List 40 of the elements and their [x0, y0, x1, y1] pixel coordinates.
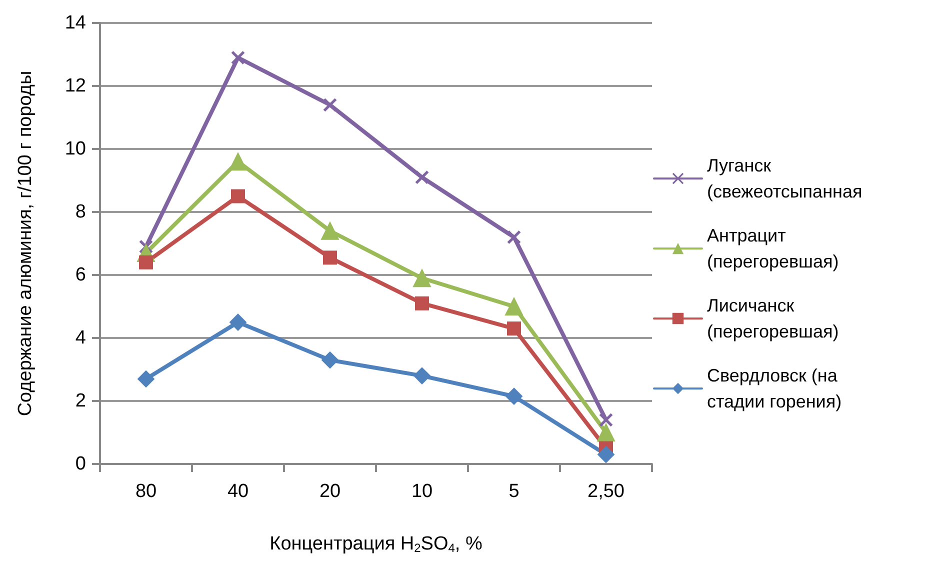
- x-tick-label: 10: [411, 481, 433, 502]
- legend-label: Антрацит (перегоревшая): [707, 226, 839, 272]
- y-tick-label: 4: [75, 328, 86, 348]
- point: [323, 250, 337, 265]
- point: [139, 255, 153, 270]
- point: [229, 152, 247, 171]
- point: [508, 230, 520, 244]
- point: [597, 424, 615, 442]
- y-tick-label: 2: [75, 390, 86, 412]
- point: [505, 298, 523, 316]
- point: [232, 51, 244, 64]
- point: [230, 314, 246, 331]
- point: [416, 170, 428, 184]
- x-tick-label: 5: [508, 481, 520, 502]
- point: [324, 98, 336, 112]
- legend-label: Луганск (свежеотсыпанная: [707, 156, 862, 202]
- point: [415, 296, 429, 310]
- y-tick-label: 6: [75, 264, 86, 286]
- legend-label: Свердловск (на стадии горения): [707, 366, 842, 412]
- point: [231, 189, 245, 204]
- y-tick-label: 10: [64, 138, 86, 160]
- point: [321, 222, 339, 240]
- point: [506, 388, 522, 405]
- point: [598, 446, 614, 464]
- point: [322, 352, 338, 369]
- point: [413, 269, 431, 288]
- y-tick-label: 0: [75, 454, 86, 474]
- y-axis-title: Содержание алюминия, г/100 г породы: [15, 70, 36, 416]
- x-tick-label: 80: [135, 481, 157, 502]
- point: [600, 413, 612, 426]
- point: [138, 370, 154, 388]
- y-tick-label: 8: [75, 202, 86, 222]
- y-tick-label: 14: [64, 12, 86, 34]
- legend-label: Лисичанск (перегоревшая): [707, 296, 839, 342]
- point: [507, 322, 521, 336]
- point: [414, 367, 430, 384]
- x-tick-label: 2,50: [588, 481, 624, 502]
- x-tick-label: 20: [319, 481, 341, 502]
- x-tick-label: 40: [227, 481, 249, 502]
- y-tick-label: 12: [64, 76, 86, 96]
